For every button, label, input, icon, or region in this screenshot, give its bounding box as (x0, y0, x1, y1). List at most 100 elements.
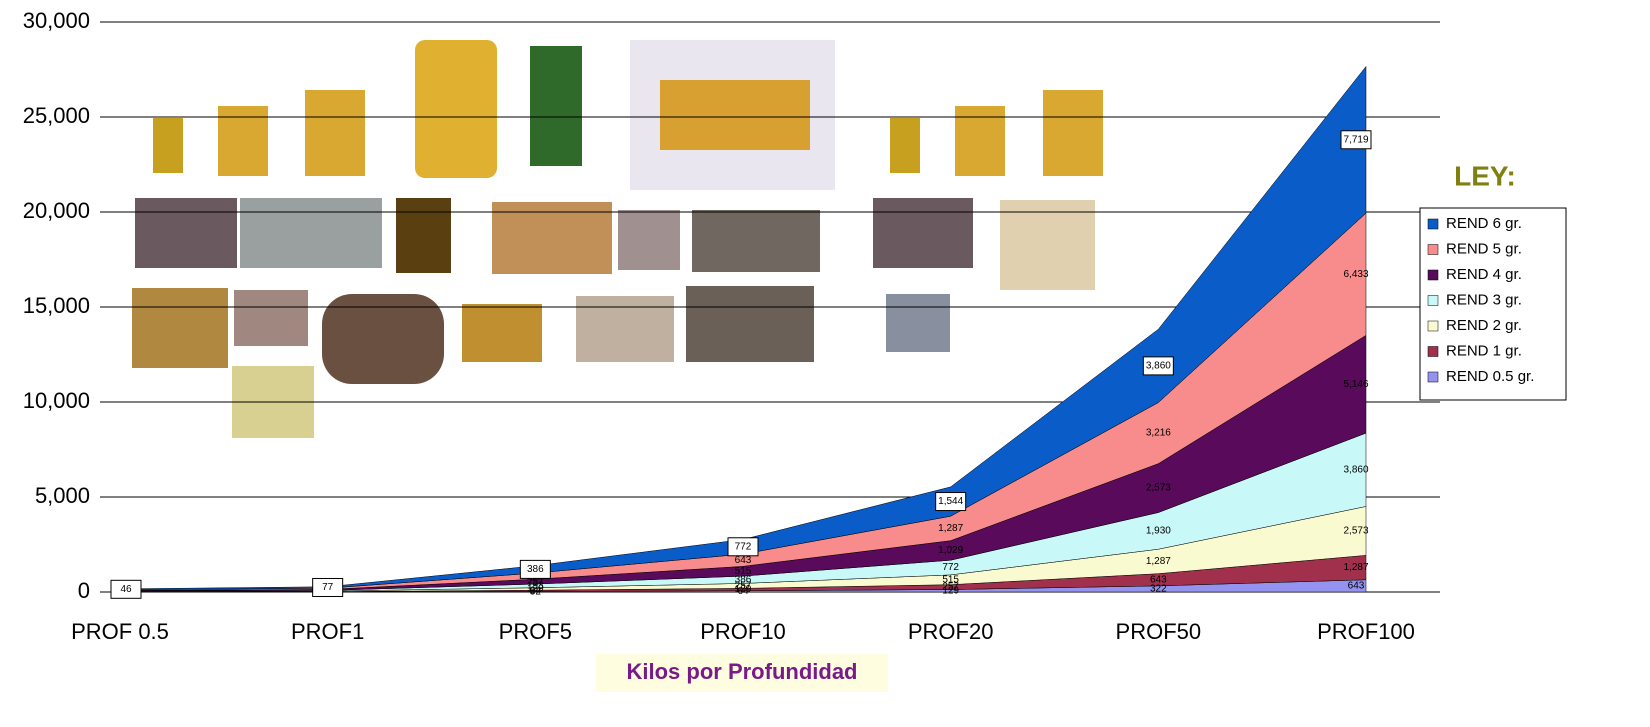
photo (396, 198, 451, 273)
data-label-box (312, 577, 344, 597)
legend-title: LEY: (1454, 160, 1516, 191)
photo (618, 210, 680, 270)
y-tick-label: 5,000 (35, 483, 90, 508)
photo (305, 90, 365, 176)
legend-label: REND 2 gr. (1446, 317, 1522, 334)
data-label: 1,287 (938, 523, 963, 534)
data-label: 1,930 (1146, 526, 1171, 537)
data-label: 1,029 (938, 545, 963, 556)
data-label: 5,146 (1343, 379, 1368, 390)
y-tick-label: 15,000 (23, 293, 90, 318)
photo (218, 106, 268, 176)
legend-label: REND 5 gr. (1446, 240, 1522, 257)
data-label-box (935, 492, 967, 512)
legend: REND 6 gr. REND 5 gr. REND 4 gr. REND 3 gr.… (1427, 215, 1534, 385)
y-tick-label: 10,000 (23, 388, 90, 413)
plot: 0 5,000 10,000 15,000 20,000 25,000 30,000 PROF… (23, 8, 1440, 644)
data-label: 46 (120, 584, 132, 595)
area (119, 65, 1367, 590)
legend-swatch (1427, 218, 1439, 230)
legend-swatch (1427, 371, 1439, 383)
photo (1043, 90, 1103, 176)
data-label: 322 (1150, 584, 1167, 595)
data-label: 1,287 (1343, 562, 1368, 573)
data-label: 772 (735, 541, 752, 552)
x-label-bg (596, 654, 888, 692)
legend-label: REND 6 gr. (1446, 215, 1522, 232)
data-label: 1,287 (1146, 556, 1171, 567)
legend-swatch (1427, 320, 1439, 332)
data-label: 129 (942, 585, 959, 596)
data-label: 1,544 (938, 496, 963, 507)
photo (660, 80, 810, 150)
photo (462, 304, 542, 362)
data-label: 77 (322, 582, 334, 593)
x-tick-label: PROF1 (291, 619, 364, 644)
data-label: 643 (1150, 574, 1167, 585)
x-tick-label: PROF50 (1116, 619, 1202, 644)
photo (873, 198, 973, 268)
photo (890, 118, 920, 173)
data-label: 64 (737, 586, 749, 597)
y-tick-label: 30,000 (23, 8, 90, 33)
x-axis-label: Kilos por Profundidad (627, 659, 858, 684)
photo (692, 210, 820, 272)
photo (132, 288, 228, 368)
data-label: 257 (735, 581, 752, 592)
legend-swatch (1427, 346, 1439, 357)
photo (492, 202, 612, 274)
data-label: 64 (530, 585, 542, 596)
photo (955, 106, 1005, 176)
data-label: 3,860 (1343, 464, 1368, 475)
photos (132, 40, 1103, 438)
data-label: 32 (530, 586, 542, 597)
data-label: 386 (527, 564, 544, 575)
photo (1000, 200, 1095, 290)
x-tick-label: PROF10 (700, 619, 786, 644)
data-label: 129 (735, 584, 752, 595)
photo (234, 290, 308, 346)
y-tick-label: 0 (78, 578, 90, 603)
data-label: 6,433 (1343, 269, 1368, 280)
x-tick-label: PROF 0.5 (71, 619, 169, 644)
legend-label: REND 1 gr. (1446, 342, 1522, 359)
x-tick-label: PROF5 (499, 619, 572, 644)
photo (135, 198, 237, 268)
legend-swatch (1427, 295, 1439, 306)
data-label: 386 (735, 574, 752, 585)
data-label: 257 (527, 576, 544, 587)
data-label: 193 (527, 581, 544, 592)
data-label: 2,573 (1343, 526, 1368, 537)
data-label-box (110, 579, 142, 599)
data-label: 2,573 (1146, 483, 1171, 494)
legend-label: REND 0.5 gr. (1446, 368, 1534, 385)
photo (576, 296, 674, 362)
photo (886, 294, 950, 352)
data-label: 3,216 (1146, 428, 1171, 439)
data-label: 772 (942, 562, 959, 573)
x-tick-label: PROF100 (1317, 619, 1415, 644)
y-tick-label: 20,000 (23, 198, 90, 223)
legend-box (1419, 207, 1567, 401)
legend-label: REND 3 gr. (1446, 291, 1522, 308)
data-label-box (727, 537, 759, 557)
photo (322, 294, 444, 384)
data-label: 3,860 (1146, 361, 1171, 372)
data-label: 257 (942, 582, 959, 593)
data-label-box (1142, 356, 1174, 376)
photo (240, 198, 382, 268)
legend-label: REND 4 gr. (1446, 266, 1522, 283)
legend-swatch (1427, 244, 1439, 255)
y-tick-label: 25,000 (23, 103, 90, 128)
photo (153, 118, 183, 173)
data-label: 643 (735, 555, 752, 566)
data-label: 515 (942, 574, 959, 585)
photo (415, 40, 497, 178)
data-label: 643 (1348, 581, 1365, 592)
photo (686, 286, 814, 362)
data-label-box (1340, 130, 1372, 150)
x-tick-label: PROF20 (908, 619, 994, 644)
data-label: 129 (527, 584, 544, 595)
